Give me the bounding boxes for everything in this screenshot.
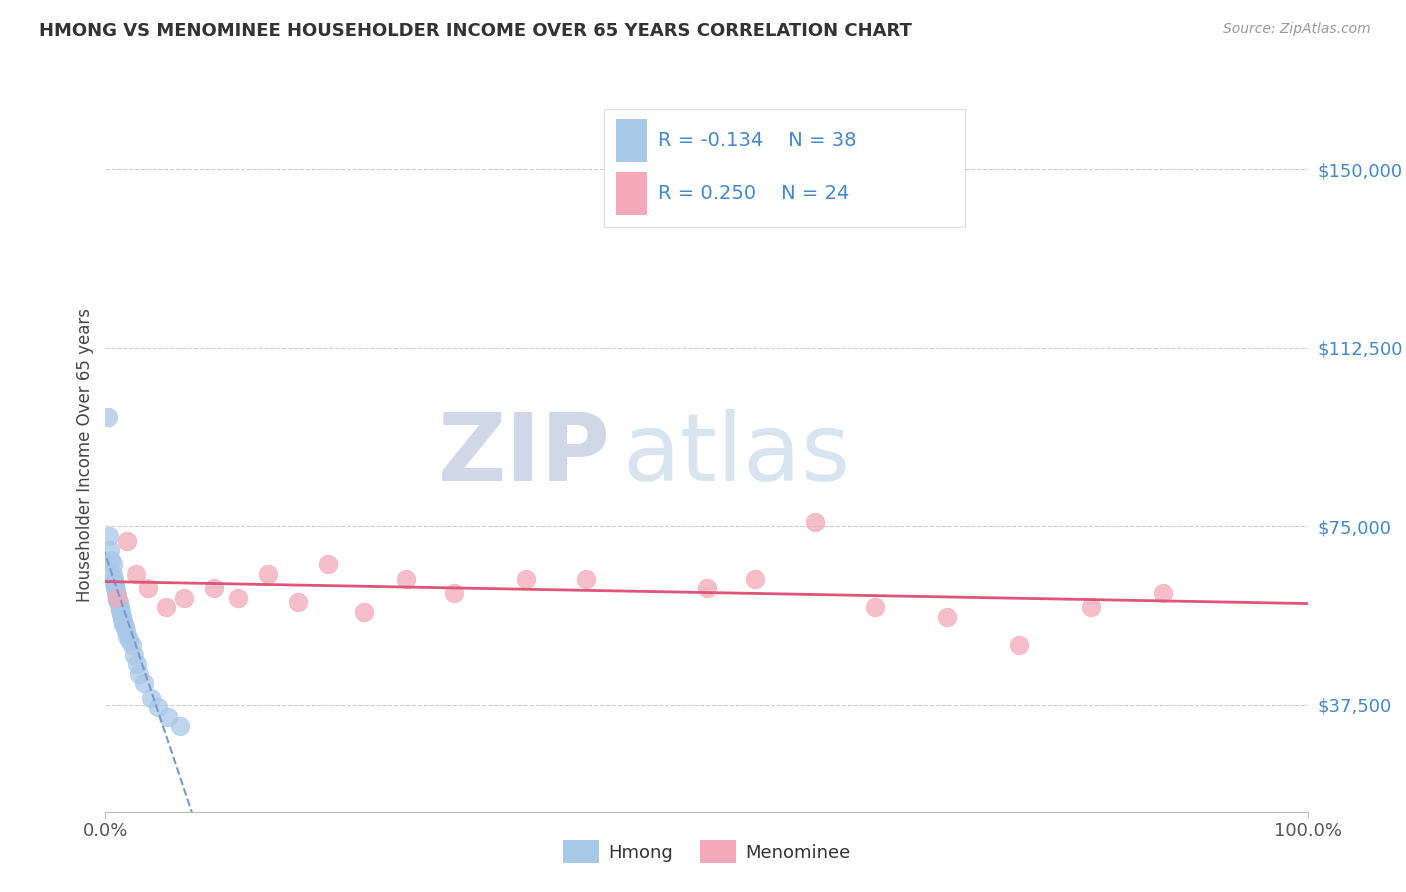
Point bbox=[108, 600, 131, 615]
Point bbox=[287, 595, 309, 609]
Point bbox=[139, 690, 162, 705]
Point bbox=[115, 533, 138, 548]
Point bbox=[136, 581, 159, 595]
Point bbox=[202, 581, 225, 595]
Point bbox=[104, 581, 127, 595]
Point bbox=[353, 605, 375, 619]
Point bbox=[111, 609, 134, 624]
Point bbox=[696, 581, 718, 595]
Point bbox=[101, 566, 124, 581]
Point bbox=[107, 598, 129, 612]
Point bbox=[1152, 586, 1174, 600]
Point bbox=[98, 543, 121, 558]
Point bbox=[1008, 638, 1031, 652]
Point bbox=[97, 409, 120, 424]
Point bbox=[105, 586, 128, 600]
Text: HMONG VS MENOMINEE HOUSEHOLDER INCOME OVER 65 YEARS CORRELATION CHART: HMONG VS MENOMINEE HOUSEHOLDER INCOME OV… bbox=[39, 22, 912, 40]
Point bbox=[107, 588, 129, 602]
Point bbox=[132, 676, 155, 690]
Point bbox=[124, 566, 146, 581]
Point bbox=[125, 657, 148, 672]
Point bbox=[103, 572, 125, 586]
Point bbox=[256, 566, 278, 581]
Point bbox=[105, 583, 128, 598]
Point bbox=[103, 576, 125, 591]
Point bbox=[169, 719, 191, 733]
Point bbox=[124, 648, 146, 662]
Text: atlas: atlas bbox=[623, 409, 851, 501]
Point bbox=[115, 624, 138, 638]
Text: ZIP: ZIP bbox=[437, 409, 610, 501]
Point bbox=[118, 633, 141, 648]
Point bbox=[101, 558, 124, 572]
Point bbox=[395, 572, 418, 586]
Point bbox=[575, 572, 598, 586]
Point bbox=[112, 615, 135, 629]
Text: Source: ZipAtlas.com: Source: ZipAtlas.com bbox=[1223, 22, 1371, 37]
Point bbox=[107, 593, 129, 607]
Point bbox=[803, 515, 825, 529]
Text: R = -0.134    N = 38: R = -0.134 N = 38 bbox=[658, 131, 856, 150]
Point bbox=[173, 591, 195, 605]
Point bbox=[863, 600, 886, 615]
Point bbox=[114, 619, 136, 633]
Point bbox=[107, 595, 129, 609]
Point bbox=[104, 579, 127, 593]
Point bbox=[148, 700, 170, 714]
Point bbox=[111, 612, 134, 626]
Point bbox=[226, 591, 249, 605]
Point bbox=[155, 600, 177, 615]
Text: R = 0.250    N = 24: R = 0.250 N = 24 bbox=[658, 184, 849, 202]
Point bbox=[108, 602, 131, 616]
Point bbox=[98, 529, 121, 543]
Point bbox=[316, 558, 339, 572]
Point bbox=[110, 607, 132, 622]
Point bbox=[121, 638, 143, 652]
Y-axis label: Householder Income Over 65 years: Householder Income Over 65 years bbox=[76, 308, 94, 602]
Point bbox=[107, 591, 129, 605]
Point bbox=[515, 572, 537, 586]
Legend: Hmong, Menominee: Hmong, Menominee bbox=[555, 833, 858, 871]
Point bbox=[107, 591, 129, 605]
Point bbox=[110, 605, 132, 619]
Point bbox=[100, 552, 122, 566]
Point bbox=[156, 709, 179, 723]
Point bbox=[1080, 600, 1102, 615]
Point bbox=[936, 609, 959, 624]
Point bbox=[128, 666, 150, 681]
Point bbox=[443, 586, 465, 600]
Point bbox=[112, 616, 135, 631]
Point bbox=[115, 629, 138, 643]
Point bbox=[744, 572, 766, 586]
